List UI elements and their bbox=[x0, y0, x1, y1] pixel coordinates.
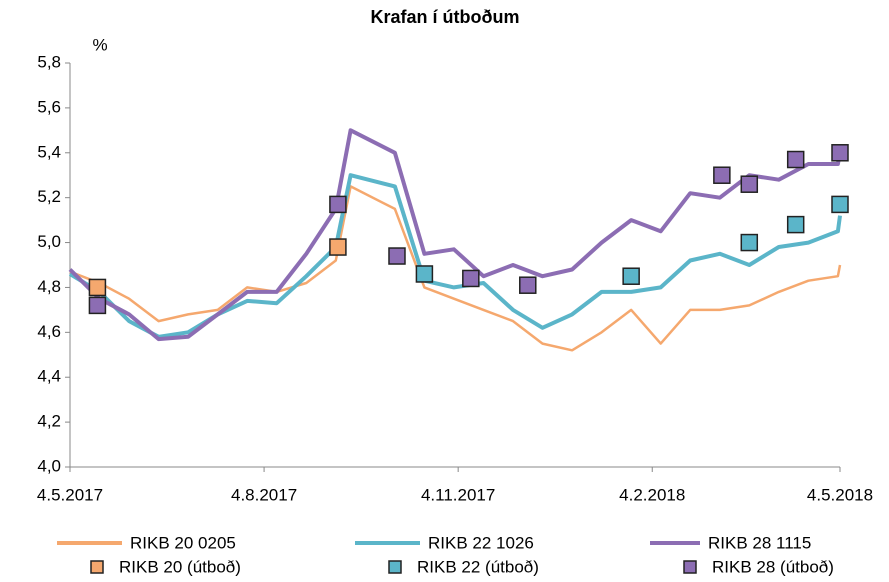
y-axis-label: % bbox=[92, 35, 107, 54]
auction-marker bbox=[786, 215, 805, 234]
auction-marker bbox=[329, 195, 347, 214]
y-tick-label: 4,8 bbox=[37, 277, 61, 296]
x-tick-label: 4.5.2018 bbox=[807, 485, 873, 504]
x-tick-label: 4.5.2017 bbox=[37, 485, 103, 504]
auction-marker bbox=[622, 267, 640, 285]
legend-label: RIKB 20 0205 bbox=[130, 533, 236, 552]
auction-marker bbox=[713, 166, 731, 184]
y-tick-label: 4,6 bbox=[37, 322, 61, 341]
auction-marker bbox=[740, 233, 759, 252]
auction-marker bbox=[786, 150, 805, 169]
legend-marker bbox=[683, 560, 697, 574]
auction-marker bbox=[88, 278, 107, 297]
legend-label: RIKB 22 1026 bbox=[428, 533, 534, 552]
auction-marker bbox=[462, 269, 480, 288]
legend-label: RIKB 28 1115 bbox=[708, 533, 811, 552]
series-line bbox=[69, 185, 842, 352]
series-line bbox=[68, 128, 842, 342]
x-tick-label: 4.11.2017 bbox=[421, 485, 495, 504]
auction-marker bbox=[831, 195, 849, 214]
x-tick-label: 4.8.2017 bbox=[231, 485, 297, 504]
y-tick-label: 5,2 bbox=[37, 187, 61, 206]
legend-marker bbox=[90, 560, 104, 574]
chart-title: Krafan í útboðum bbox=[371, 7, 520, 27]
auction-marker bbox=[740, 175, 759, 193]
y-tick-label: 4,0 bbox=[37, 456, 61, 475]
y-tick-label: 5,4 bbox=[37, 142, 61, 161]
auction-marker bbox=[831, 144, 849, 162]
y-tick-label: 4,2 bbox=[37, 412, 61, 431]
y-tick-label: 4,4 bbox=[37, 367, 61, 386]
legend-marker bbox=[388, 560, 402, 574]
legend-label: RIKB 20 (útboð) bbox=[119, 557, 241, 576]
x-tick-label: 4.2.2018 bbox=[619, 485, 685, 504]
series-line bbox=[68, 173, 842, 339]
legend-label: RIKB 28 (útboð) bbox=[712, 557, 834, 576]
auction-marker bbox=[519, 276, 537, 294]
y-tick-label: 5,6 bbox=[37, 97, 61, 116]
auction-marker bbox=[88, 296, 107, 315]
auction-marker bbox=[415, 265, 434, 283]
y-tick-label: 5,8 bbox=[37, 52, 61, 71]
y-tick-label: 5,0 bbox=[37, 232, 61, 251]
auction-marker bbox=[388, 247, 406, 265]
auction-marker bbox=[329, 238, 347, 256]
legend-label: RIKB 22 (útboð) bbox=[417, 557, 539, 576]
